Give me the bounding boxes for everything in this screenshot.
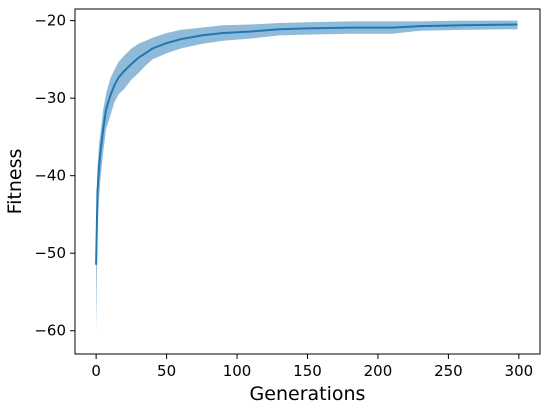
y-tick-label: −20 bbox=[34, 12, 66, 30]
y-tick-label: −60 bbox=[34, 322, 66, 340]
y-tick-label: −30 bbox=[34, 89, 66, 107]
mean-line bbox=[95, 23, 518, 265]
x-tick-label: 50 bbox=[157, 362, 176, 380]
plot-area bbox=[95, 20, 518, 335]
y-axis-ticks: −60 −50 −40 −30 −20 bbox=[34, 12, 75, 340]
x-tick-label: 100 bbox=[223, 362, 252, 380]
y-tick-label: −50 bbox=[34, 244, 66, 262]
y-tick-label: −40 bbox=[34, 167, 66, 185]
x-tick-label: 150 bbox=[293, 362, 322, 380]
x-tick-label: 250 bbox=[434, 362, 463, 380]
x-axis-ticks: 0 50 100 150 200 250 300 bbox=[91, 354, 533, 380]
x-axis-label: Generations bbox=[250, 383, 366, 405]
x-tick-label: 200 bbox=[364, 362, 393, 380]
x-tick-label: 0 bbox=[91, 362, 101, 380]
std-band bbox=[96, 20, 518, 335]
y-axis-label: Fitness bbox=[4, 149, 26, 215]
x-tick-label: 300 bbox=[505, 362, 534, 380]
